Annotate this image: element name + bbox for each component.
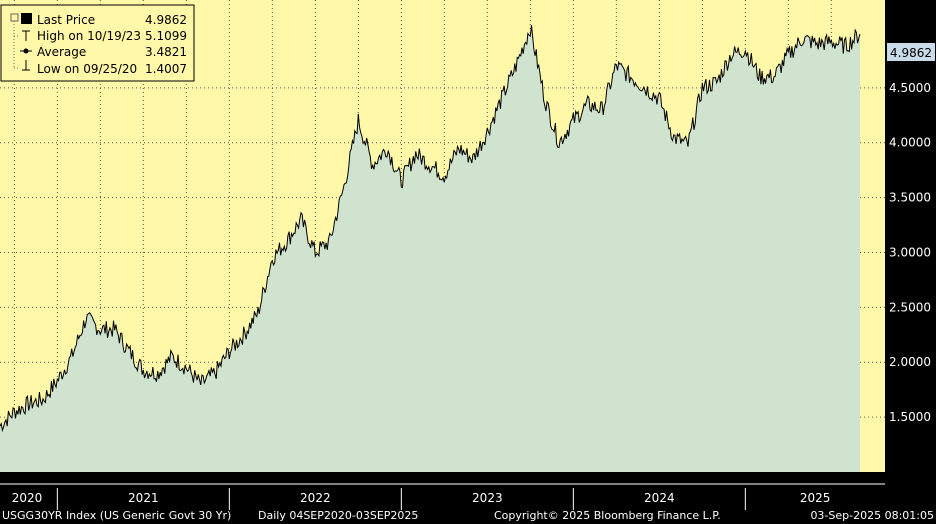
x-year-label: 2021 xyxy=(128,491,159,505)
x-axis: 2020 2021 2022 2023 2024 2025 xyxy=(0,483,885,510)
legend-value-low: 1.4007 xyxy=(145,62,187,76)
x-year-label: 2025 xyxy=(800,491,831,505)
footer-copyright: Copyright© 2025 Bloomberg Finance L.P. xyxy=(494,509,721,522)
legend-label-high: High on 10/19/23 xyxy=(37,29,141,43)
series-line xyxy=(0,24,861,433)
footer-range: Daily 04SEP2020-03SEP2025 xyxy=(258,509,418,522)
legend-label-average: Average xyxy=(37,45,86,59)
y-tick-label: 2.5000 xyxy=(889,300,931,314)
x-year-label: 2020 xyxy=(12,491,43,505)
high-marker-icon xyxy=(22,30,30,41)
x-year-label: 2024 xyxy=(644,491,675,505)
x-year-label: 2022 xyxy=(300,491,331,505)
footer-index: USGG30YR Index (US Generic Govt 30 Yr) xyxy=(2,509,231,522)
y-tick-label: 2.0000 xyxy=(889,355,931,369)
y-tick-label: 3.5000 xyxy=(889,191,931,205)
y-axis: 1.5000 2.0000 2.5000 3.0000 3.5000 4.0000 4.50… xyxy=(889,81,931,424)
legend-value-average: 3.4821 xyxy=(145,45,187,59)
legend: Last Price 4.9862 High on 10/19/23 5.109… xyxy=(0,4,195,82)
legend-box xyxy=(0,4,195,82)
square-icon xyxy=(21,13,32,24)
footer-timestamp: 03-Sep-2025 08:01:05 xyxy=(810,509,934,522)
legend-label-low: Low on 09/25/20 xyxy=(37,62,137,76)
last-price-tag: 4.9862 xyxy=(887,43,935,61)
legend-value-high: 5.1099 xyxy=(145,29,187,43)
legend-value-last: 4.9862 xyxy=(145,13,187,27)
average-marker-icon xyxy=(20,48,32,54)
footer: USGG30YR Index (US Generic Govt 30 Yr) D… xyxy=(2,509,934,522)
last-price-tag-bg xyxy=(887,43,935,61)
legend-label-last: Last Price xyxy=(37,13,95,27)
y-tick-label: 4.0000 xyxy=(889,136,931,150)
y-tick-label: 1.5000 xyxy=(889,410,931,424)
series-area xyxy=(0,25,860,472)
legend-tree-lines xyxy=(10,13,20,69)
y-tick-label: 3.0000 xyxy=(889,245,931,259)
x-year-label: 2023 xyxy=(472,491,503,505)
low-marker-icon xyxy=(22,60,30,71)
y-tick-label: 4.5000 xyxy=(889,81,931,95)
last-price-value: 4.9862 xyxy=(890,46,932,60)
